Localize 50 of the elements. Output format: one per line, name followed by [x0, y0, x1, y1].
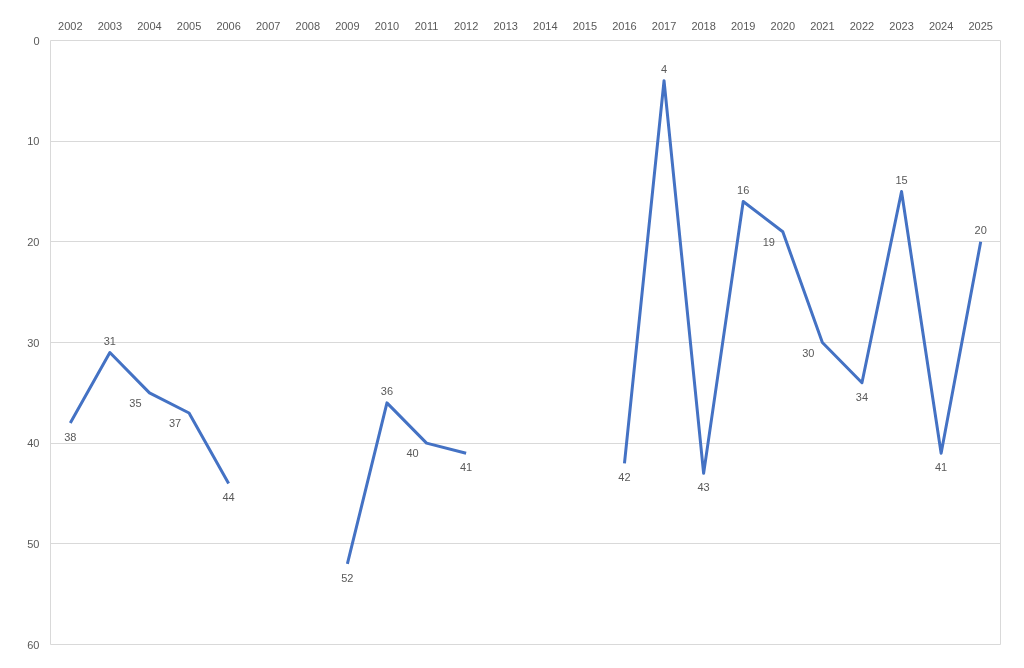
- x-tick-label: 2013: [493, 19, 518, 32]
- y-tick-label: 20: [27, 235, 40, 248]
- x-tick-label: 2018: [691, 19, 716, 32]
- x-tick-label: 2022: [849, 19, 875, 32]
- x-tick-label: 2011: [414, 19, 439, 32]
- y-tick-label: 30: [27, 336, 40, 349]
- y-tick-label: 40: [27, 437, 40, 450]
- x-tick-label: 2004: [137, 19, 162, 32]
- y-tick-label: 60: [27, 638, 40, 651]
- data-label: 43: [697, 481, 710, 494]
- data-label: 41: [935, 461, 948, 474]
- data-label: 15: [895, 173, 908, 186]
- x-tick-label: 2016: [612, 19, 637, 32]
- data-label: 41: [460, 461, 473, 474]
- data-label: 30: [802, 346, 815, 359]
- x-tick-label: 2021: [810, 19, 835, 32]
- data-label: 19: [762, 235, 775, 248]
- x-tick-label: 2023: [889, 19, 914, 32]
- data-label: 44: [222, 491, 235, 504]
- data-label: 42: [618, 471, 631, 484]
- data-label: 4: [660, 62, 668, 75]
- data-label: 16: [737, 183, 750, 196]
- data-label: 31: [103, 334, 117, 347]
- x-tick-label: 2015: [572, 19, 598, 32]
- data-label: 40: [406, 447, 419, 460]
- data-label: 34: [855, 390, 869, 403]
- y-tick-label: 0: [33, 34, 40, 47]
- x-tick-label: 2019: [730, 19, 756, 32]
- x-tick-label: 2012: [453, 19, 479, 32]
- data-label: 38: [64, 431, 77, 444]
- data-label: 37: [168, 416, 182, 429]
- x-tick-label: 2025: [968, 19, 993, 32]
- x-tick-label: 2014: [533, 19, 558, 32]
- x-tick-label: 2008: [295, 19, 321, 32]
- x-tick-label: 2005: [176, 19, 202, 32]
- x-tick-label: 2003: [97, 19, 123, 32]
- x-tick-label: 2017: [651, 19, 677, 32]
- x-tick-label: 2020: [770, 19, 796, 32]
- x-tick-label: 2007: [255, 19, 281, 32]
- y-tick-label: 50: [27, 537, 40, 550]
- data-label: 20: [974, 223, 987, 236]
- y-tick-label: 10: [27, 135, 40, 148]
- x-tick-label: 2009: [335, 19, 360, 32]
- x-tick-label: 2024: [928, 19, 954, 32]
- x-tick-label: 2006: [216, 19, 241, 32]
- data-label: 35: [129, 396, 142, 409]
- data-label: 36: [380, 384, 394, 397]
- x-tick-label: 2002: [58, 19, 83, 32]
- data-label: 52: [341, 571, 354, 584]
- x-tick-label: 2010: [374, 19, 400, 32]
